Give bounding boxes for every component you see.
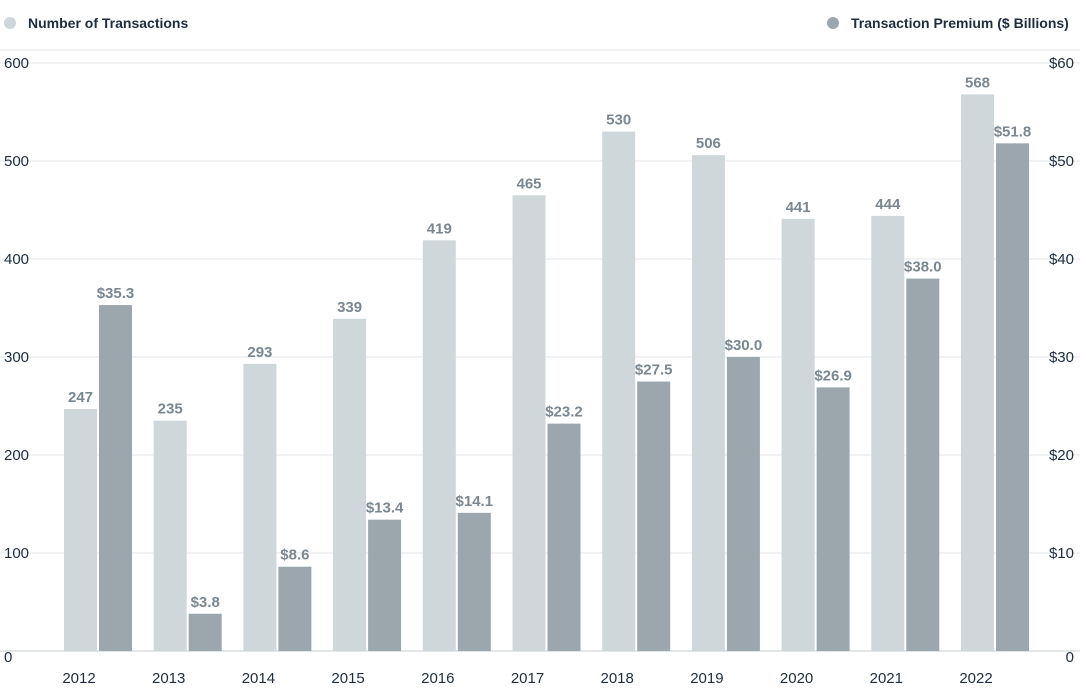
data-label-premium: $38.0 — [904, 259, 942, 276]
x-tick-label: 2015 — [331, 670, 364, 687]
x-tick-label: 2018 — [601, 670, 634, 687]
data-label-transactions: 444 — [875, 196, 901, 213]
bar-premium — [368, 519, 402, 651]
data-label-premium: $51.8 — [994, 123, 1032, 140]
x-tick-label: 2020 — [780, 670, 813, 687]
y-right-tick-label: $60 — [1049, 55, 1074, 72]
bar-premium — [99, 305, 132, 651]
bar-premium — [637, 381, 671, 651]
bar-transactions — [64, 408, 97, 651]
y-right-tick-label: $20 — [1049, 447, 1074, 464]
y-left-tick-label: 100 — [4, 545, 29, 562]
legend-item-premium: Transaction Premium ($ Billions) — [827, 15, 1069, 31]
data-label-transactions: 568 — [965, 74, 990, 91]
data-label-transactions: 465 — [516, 175, 541, 192]
data-label-premium: $14.1 — [456, 493, 494, 510]
data-label-premium: $23.2 — [545, 404, 583, 421]
bar-premium — [816, 387, 850, 651]
bar-premium — [996, 143, 1029, 652]
data-label-premium: $35.3 — [97, 285, 135, 302]
bar-transactions — [602, 131, 636, 652]
y-left-tick-label: 600 — [4, 55, 29, 72]
x-tick-label: 2017 — [511, 670, 544, 687]
y-axis-right: 0 $10 $20 $30 $40 $50 $60 — [1049, 55, 1074, 666]
data-label-premium: $3.8 — [191, 594, 220, 611]
y-right-tick-label: 0 — [1066, 649, 1074, 666]
bar-premium — [906, 278, 940, 651]
data-label-transactions: 247 — [68, 389, 93, 406]
data-label-premium: $27.5 — [635, 362, 673, 379]
legend-label-transactions: Number of Transactions — [28, 15, 188, 31]
data-label-transactions: 339 — [337, 299, 362, 316]
bar-premium — [547, 423, 581, 651]
legend-swatch-transactions — [4, 17, 16, 29]
bar-premium — [457, 512, 491, 651]
bar-transactions — [871, 215, 905, 651]
x-axis: 2012 2013 2014 2015 2016 2017 2018 2019 2020 2021… — [62, 670, 992, 687]
y-left-tick-label: 200 — [4, 447, 29, 464]
y-left-tick-label: 400 — [4, 251, 29, 268]
bar-premium — [188, 613, 222, 651]
x-tick-label: 2022 — [959, 670, 992, 687]
data-label-premium: $8.6 — [280, 547, 309, 564]
data-label-transactions: 293 — [247, 344, 272, 361]
bar-premium — [278, 566, 312, 651]
legend-label-premium: Transaction Premium ($ Billions) — [851, 15, 1069, 31]
y-left-tick-label: 500 — [4, 153, 29, 170]
data-label-premium: $30.0 — [725, 337, 763, 354]
bar-transactions — [512, 195, 546, 652]
legend-item-transactions: Number of Transactions — [4, 15, 188, 31]
y-right-tick-label: $10 — [1049, 545, 1074, 562]
bar-transactions — [243, 363, 277, 651]
legend-swatch-premium — [827, 17, 839, 29]
data-label-transactions: 506 — [696, 135, 721, 152]
x-tick-label: 2019 — [690, 670, 723, 687]
x-tick-label: 2014 — [242, 670, 275, 687]
y-left-tick-label: 0 — [4, 649, 12, 666]
bar-transactions — [153, 420, 187, 651]
x-tick-label: 2016 — [421, 670, 454, 687]
bar-transactions — [333, 318, 367, 651]
bar-transactions — [961, 94, 994, 652]
x-tick-label: 2012 — [62, 670, 95, 687]
y-right-tick-label: $50 — [1049, 153, 1074, 170]
data-label-premium: $26.9 — [814, 367, 852, 384]
x-tick-label: 2021 — [870, 670, 903, 687]
bar-transactions — [781, 218, 815, 651]
data-label-transactions: 419 — [427, 220, 452, 237]
data-label-premium: $13.4 — [366, 500, 404, 517]
bar-premium — [726, 357, 760, 651]
data-labels: 247 $35.3 235 $3.8 293 $8.6 339 $13.4 419 $14.1 46… — [68, 74, 1031, 610]
bars — [64, 94, 1029, 652]
data-label-transactions: 235 — [158, 401, 183, 418]
x-tick-label: 2013 — [152, 670, 185, 687]
y-right-tick-label: $40 — [1049, 251, 1074, 268]
data-label-transactions: 441 — [786, 199, 811, 216]
y-axis-left: 0 100 200 300 400 500 600 — [4, 55, 29, 666]
bar-transactions — [422, 240, 456, 651]
legend: Number of Transactions Transaction Premi… — [4, 15, 1069, 31]
data-label-transactions: 530 — [606, 112, 631, 129]
y-left-tick-label: 300 — [4, 349, 29, 366]
y-right-tick-label: $30 — [1049, 349, 1074, 366]
bar-transactions — [691, 155, 725, 651]
